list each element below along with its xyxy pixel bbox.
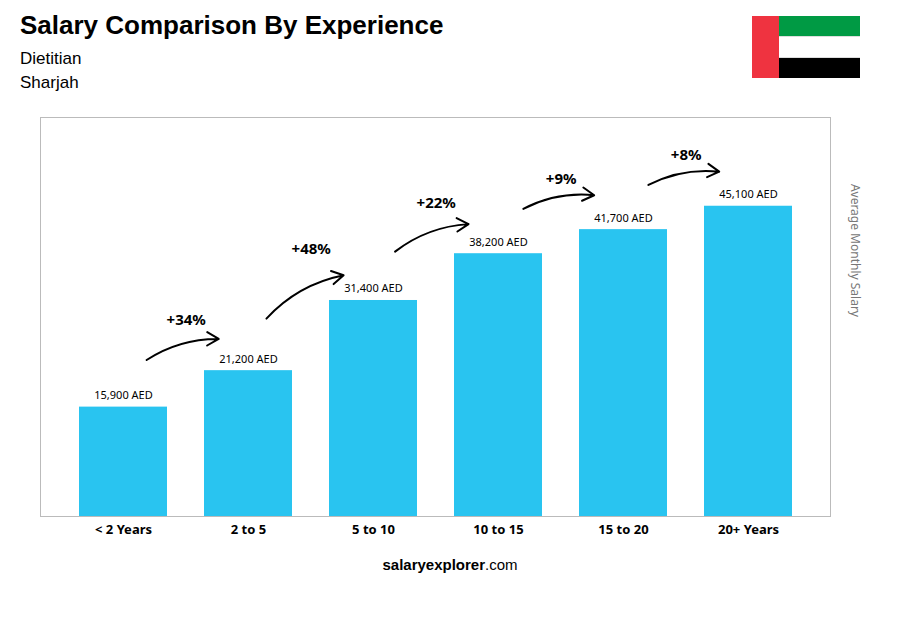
svg-text:10 to 15: 10 to 15 (473, 520, 523, 538)
svg-text:2 to 5: 2 to 5 (231, 520, 266, 538)
svg-text:+9%: +9% (546, 168, 577, 188)
svg-text:+48%: +48% (292, 238, 332, 258)
html-text:salary explorer.com: salary explorer.com (382, 556, 518, 573)
svg-text:21,200 AED: 21,200 AED (219, 351, 277, 366)
svg-text:+22%: +22% (417, 192, 457, 212)
svg-text:15 to 20: 15 to 20 (598, 520, 648, 538)
svg-text:45,100 AED: 45,100 AED (719, 186, 777, 201)
svg-text:15,900 AED: 15,900 AED (94, 387, 152, 402)
svg-text:31,400 AED: 31,400 AED (344, 280, 402, 295)
svg-text:+8%: +8% (671, 144, 702, 164)
svg-text:+34%: +34% (167, 309, 207, 329)
svg-text:20+ Years: 20+ Years (718, 520, 779, 538)
svg-text:Average Monthly Salary: Average Monthly Salary (847, 184, 864, 318)
svg-text:41,700 AED: 41,700 AED (594, 210, 652, 225)
svg-text:38,200 AED: 38,200 AED (469, 234, 527, 249)
html-text:Salary Comparison By Experienc: Salary Comparison By Experience (20, 10, 444, 40)
svg-text:< 2 Years: < 2 Years (95, 520, 152, 538)
svg-text:5 to 10: 5 to 10 (352, 520, 395, 538)
html-text:Sharjah: Sharjah (20, 73, 79, 92)
html-text:Dietitian: Dietitian (20, 49, 82, 68)
